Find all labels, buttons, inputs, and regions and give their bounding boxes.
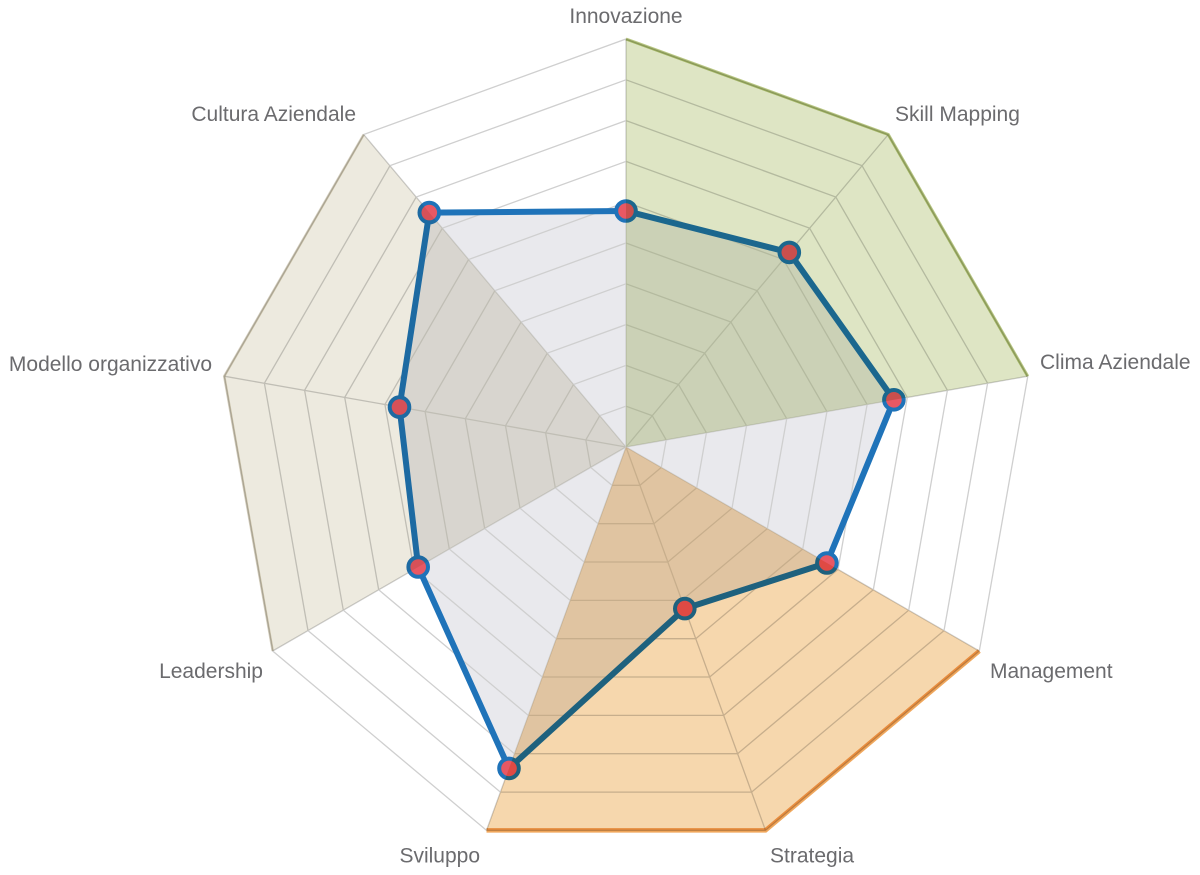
svg-text:Management: Management [990, 660, 1113, 683]
svg-text:Innovazione: Innovazione [569, 5, 682, 28]
svg-text:Skill Mapping: Skill Mapping [895, 103, 1020, 126]
svg-text:Cultura Aziendale: Cultura Aziendale [191, 103, 356, 126]
svg-text:Clima Aziendale: Clima Aziendale [1040, 351, 1191, 374]
svg-text:Leadership: Leadership [159, 660, 263, 683]
svg-text:Modello organizzativo: Modello organizzativo [9, 353, 212, 376]
svg-text:Strategia: Strategia [770, 845, 854, 868]
svg-text:Sviluppo: Sviluppo [399, 845, 480, 868]
